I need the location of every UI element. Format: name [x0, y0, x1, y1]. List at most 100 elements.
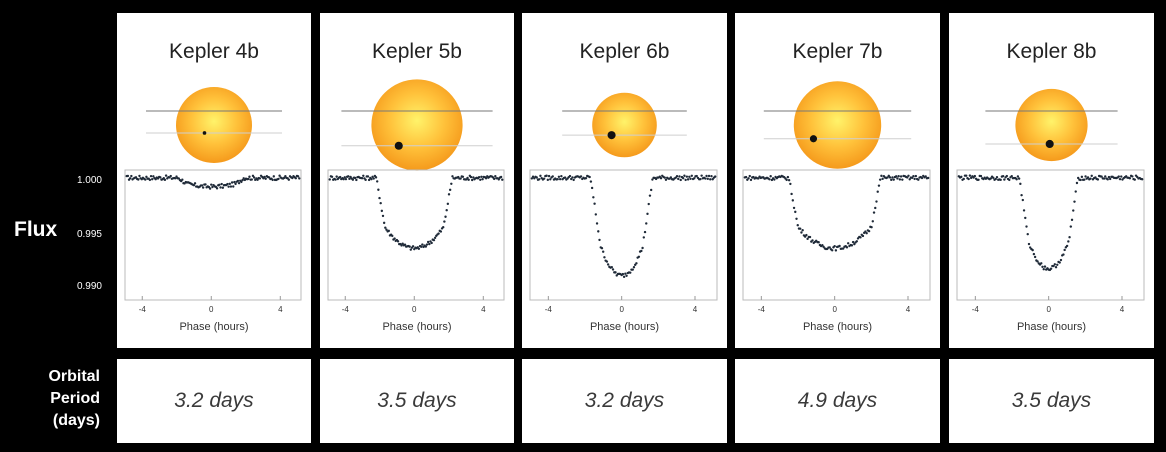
data-point [1108, 177, 1112, 181]
data-point [635, 262, 638, 265]
data-point [593, 202, 596, 205]
data-point [881, 177, 884, 181]
data-point [530, 177, 534, 180]
x-axis-label: Phase (hours) [590, 321, 659, 333]
data-point [272, 175, 275, 178]
data-point [447, 193, 451, 196]
orbital-period-box: 4.9 days [735, 359, 940, 443]
star [793, 81, 882, 169]
data-series [125, 174, 301, 190]
data-point [1128, 177, 1132, 180]
orbital-period-box: 3.5 days [949, 359, 1154, 443]
x-axis-label: Phase (hours) [179, 321, 248, 333]
data-point [366, 175, 370, 178]
data-point [164, 174, 168, 177]
data-point [621, 272, 625, 276]
data-point [360, 177, 364, 180]
data-point [208, 187, 212, 190]
data-point [842, 247, 845, 250]
data-point [241, 178, 244, 182]
data-point [193, 182, 197, 185]
data-point [250, 178, 253, 181]
data-point [791, 199, 795, 202]
data-point [669, 176, 673, 179]
data-point [684, 178, 687, 182]
data-point [1022, 209, 1026, 212]
data-point [748, 174, 751, 178]
data-point [1017, 177, 1021, 180]
data-point [705, 174, 708, 178]
data-point [651, 178, 654, 181]
data-point [1010, 174, 1013, 178]
data-point [1072, 209, 1075, 212]
data-point [145, 175, 148, 179]
data-point [679, 178, 682, 182]
planet-panel: Kepler 8b -4 0 4 Phase (hours) [949, 13, 1154, 348]
data-point [437, 232, 440, 235]
data-point [965, 174, 968, 177]
x-axis-label: Phase (hours) [1017, 321, 1086, 333]
data-point [1058, 261, 1061, 264]
data-point [880, 174, 883, 178]
data-point [349, 175, 352, 179]
data-point [1118, 177, 1122, 181]
x-tick-label: 4 [481, 305, 486, 314]
data-point [683, 174, 686, 177]
data-point [598, 238, 601, 242]
data-point [769, 175, 772, 178]
data-point [355, 178, 358, 182]
data-point [382, 221, 386, 225]
data-point [1016, 175, 1020, 178]
planet-panel: Kepler 4b -4 0 4 Phase (hours) [117, 13, 311, 348]
y-tick-label: 1.000 [76, 175, 102, 186]
data-point [747, 177, 750, 180]
data-point [1102, 177, 1106, 180]
light-curve-chart: Kepler 7b -4 0 4 Phase (hours) [742, 40, 931, 333]
data-point [430, 241, 433, 245]
data-point [967, 177, 970, 181]
orbital-period-value: 4.9 days [797, 389, 878, 412]
data-point [1076, 176, 1080, 180]
data-point [232, 185, 235, 188]
data-point [370, 177, 373, 181]
data-point [645, 222, 648, 225]
data-point [387, 229, 390, 233]
x-axis-label: Phase (hours) [382, 321, 451, 333]
data-point [1024, 216, 1027, 220]
data-point [497, 178, 501, 181]
data-point [296, 175, 300, 178]
x-tick-label: -4 [972, 305, 980, 314]
x-tick-label: 0 [209, 305, 214, 314]
data-point [833, 244, 836, 248]
planet [1045, 139, 1054, 149]
data-point [252, 176, 256, 179]
data-point [351, 178, 355, 181]
data-point [912, 175, 915, 178]
star [371, 79, 463, 171]
data-point [872, 211, 876, 214]
orbital-period-value: 3.2 days [584, 389, 665, 412]
data-point [484, 177, 488, 180]
data-point [681, 176, 685, 180]
data-point [877, 184, 881, 187]
data-point [384, 226, 387, 229]
data-point [859, 236, 862, 239]
data-point [890, 178, 893, 182]
data-point [200, 184, 204, 187]
x-tick-label: 4 [906, 305, 911, 314]
data-point [215, 187, 219, 190]
data-point [380, 209, 384, 213]
data-point [226, 182, 229, 186]
data-point [467, 178, 470, 182]
data-point [1003, 178, 1006, 181]
data-point [871, 220, 874, 223]
star [176, 87, 252, 163]
data-point [343, 176, 346, 179]
data-point [595, 222, 599, 225]
data-point [1068, 235, 1071, 239]
data-point [632, 265, 636, 269]
data-point [294, 177, 298, 180]
data-point [1059, 258, 1063, 262]
data-point [828, 246, 831, 249]
data-point [381, 214, 385, 218]
